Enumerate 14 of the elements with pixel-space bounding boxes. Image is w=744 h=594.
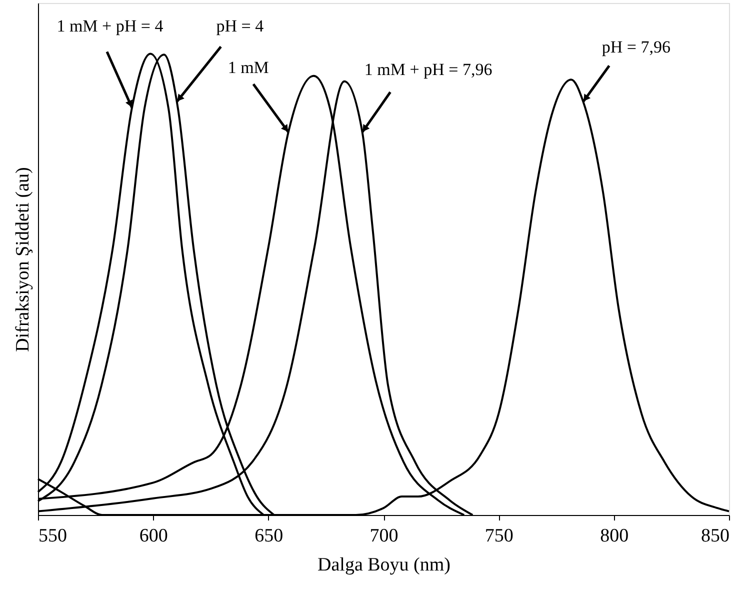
x-tick-label: 550: [38, 526, 67, 546]
x-tick-label: 850: [701, 526, 730, 546]
annotation: pH = 4: [216, 16, 264, 36]
y-axis-title: Difraksiyon Şiddeti (au): [12, 167, 34, 352]
annotation: 1 mM: [228, 58, 269, 78]
annotation: 1 mM + pH = 7,96: [364, 60, 492, 80]
x-tick-label: 800: [600, 526, 629, 546]
x-axis-title: Dalga Boyu (nm): [318, 554, 450, 576]
x-tick-label: 750: [484, 526, 514, 546]
x-tick-label: 650: [254, 526, 284, 546]
x-tick-label: 700: [370, 526, 398, 546]
annotation: 1 mM + pH = 4: [56, 16, 164, 36]
annotation: pH = 7,96: [602, 38, 671, 57]
x-tick-label: 600: [139, 526, 168, 546]
